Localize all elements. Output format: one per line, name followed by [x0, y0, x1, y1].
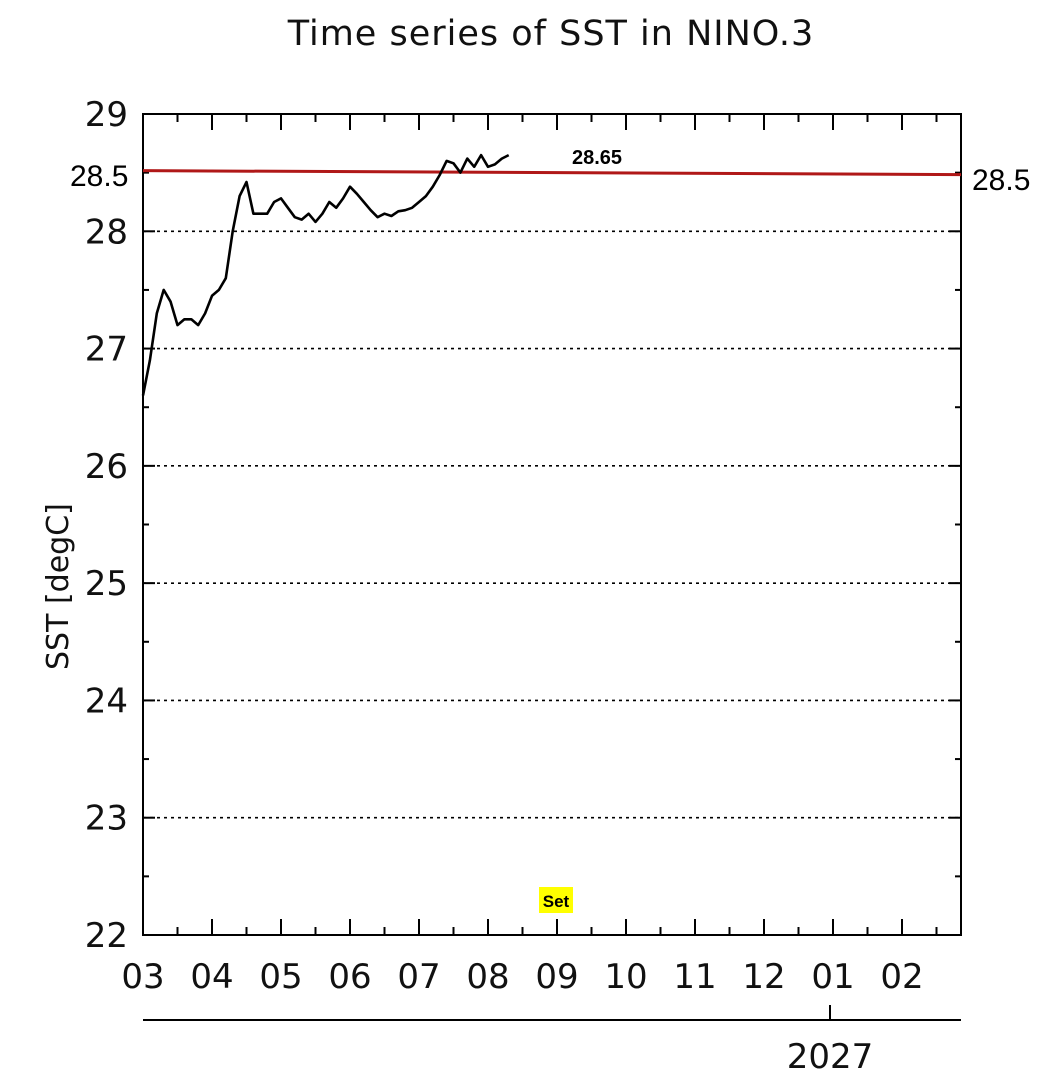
y-tick-label: 29	[85, 95, 128, 135]
reference-label-left: 28.5	[70, 160, 128, 193]
reference-line	[142, 169, 962, 177]
x-tick-label: 09	[535, 957, 578, 997]
x-tick-label: 07	[397, 957, 440, 997]
sst-series-line	[141, 153, 510, 396]
y-tick-label: 22	[85, 916, 128, 956]
x-tick-label: 08	[466, 957, 509, 997]
y-tick-label: 24	[85, 681, 128, 721]
year-label: 2027	[787, 1037, 874, 1077]
reference-label-right: 28.5	[972, 164, 1030, 197]
x-tick-label: 11	[673, 957, 716, 997]
set-highlight	[539, 887, 573, 913]
x-tick-label: 03	[121, 957, 164, 997]
y-tick-label: 26	[85, 447, 128, 487]
x-tick-label: 06	[328, 957, 371, 997]
y-tick-label: 23	[85, 799, 128, 839]
x-axis-ticks	[142, 114, 938, 935]
x-tick-label: 05	[259, 957, 302, 997]
y-tick-label: 27	[85, 330, 128, 370]
y-tick-label: 28	[85, 212, 128, 252]
x-tick-label: 04	[190, 957, 233, 997]
x-axis-labels: 03 04 05 06 07 08 09 10 11 12 01 02	[121, 957, 923, 997]
y-axis-label: SST [degC]	[41, 503, 76, 670]
set-label: Set	[543, 892, 570, 911]
x-tick-label: 10	[604, 957, 647, 997]
last-value-label: 28.65	[572, 147, 622, 169]
x-tick-label: 02	[880, 957, 923, 997]
x-tick-label: 12	[742, 957, 785, 997]
grid-lines	[143, 230, 961, 819]
y-axis-ticks: 22 23 24 25 26 27 28 29	[85, 95, 961, 956]
chart-title: Time series of SST in NINO.3	[287, 14, 815, 54]
x-tick-label: 01	[811, 957, 854, 997]
y-tick-label: 25	[85, 564, 128, 604]
plot-frame	[142, 113, 962, 936]
